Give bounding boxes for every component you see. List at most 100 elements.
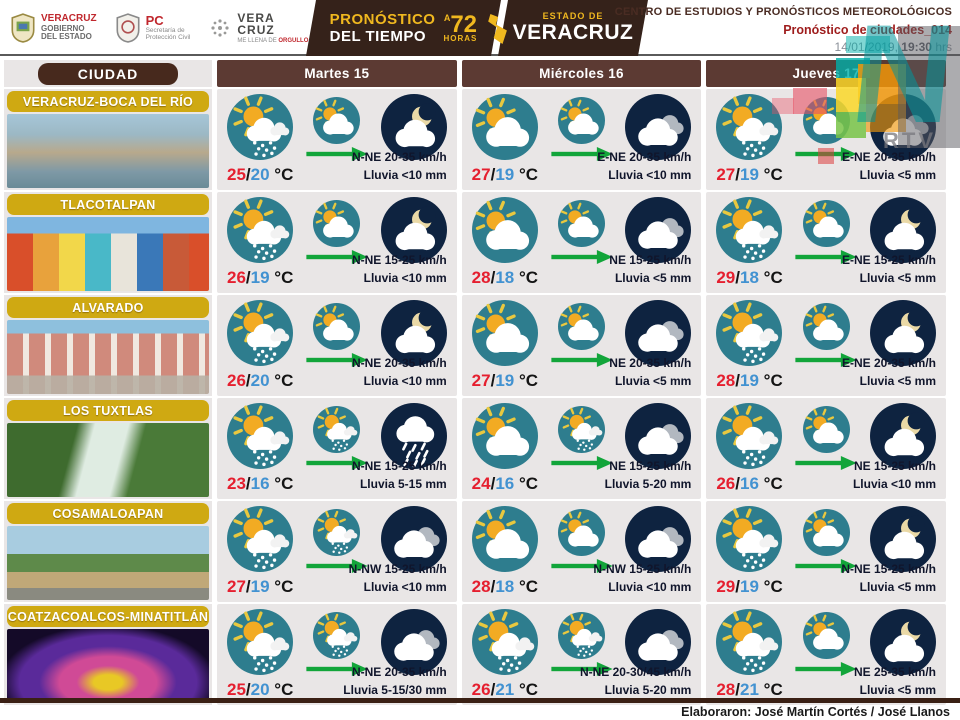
state-banner: ESTADO DE VERACRUZ — [498, 0, 648, 56]
temperature-range: 26/16 °C — [716, 474, 782, 494]
rain-forecast: Lluvia <10 mm — [608, 168, 692, 183]
temp-max: 25 — [227, 680, 246, 699]
day-sun-cloud-rain-icon — [716, 609, 783, 675]
temp-unit: °C — [758, 268, 783, 287]
transition-group — [794, 303, 858, 367]
day-sun-cloud-rain-icon — [227, 403, 293, 469]
icon-group — [716, 403, 936, 470]
temp-min: 16 — [740, 474, 759, 493]
sun-cloud-rain-icon — [313, 612, 361, 659]
wind-rain-block: N-NE 15-25 km/h Lluvia 5-15 mm — [352, 457, 447, 494]
day-sun-cloud-rain-icon — [716, 300, 783, 366]
wind-rain-block: NE 15-25 km/h Lluvia 5-20 mm — [605, 457, 692, 494]
sun-cloud-icon — [802, 612, 850, 659]
forecast-cell: 26/20 °C N-NE 20-35 km/h Lluvia <10 mm — [217, 295, 457, 396]
transition-arrow-icon — [794, 559, 858, 573]
wind-rain-block: N-NE 15-25 km/h Lluvia <5 mm — [841, 560, 936, 597]
transition-arrow-icon — [794, 250, 858, 264]
forecast-row: LOS TUXTLAS 23/16 °C N-NE 15-25 km/h Lluvia… — [4, 398, 947, 499]
temperature-range: 23/16 °C — [227, 474, 293, 494]
temp-min: 16 — [250, 474, 270, 493]
transition-group — [794, 200, 858, 264]
night-clouds-icon — [625, 197, 692, 263]
forecast-info: 28/18 °C N-NW 15-25 km/h Lluvia <10 mm — [472, 562, 692, 597]
transition-arrow-icon — [794, 662, 858, 676]
wind-rain-block: NE 15-25 km/h Lluvia <10 mm — [853, 457, 936, 494]
wind-forecast: N-NW 15-25 km/h — [593, 561, 692, 576]
temp-max: 26 — [227, 371, 246, 390]
city-photo — [7, 114, 209, 188]
icon-group — [716, 506, 936, 573]
sun-cloud-icon — [802, 509, 850, 556]
sun-cloud-rain-icon — [558, 612, 605, 659]
wind-rain-block: NE 25-35 km/h Lluvia <5 mm — [854, 663, 936, 700]
night-clouds-icon — [625, 609, 692, 675]
city-card: COATZACOALCOS-MINATITLÁN — [4, 604, 212, 705]
wind-forecast: E-NE 20-35 km/h — [597, 149, 692, 164]
city-label: TLACOTALPAN — [7, 194, 209, 215]
icon-group — [227, 403, 447, 470]
temp-unit: °C — [758, 165, 783, 184]
sun-cloud-icon — [802, 406, 850, 453]
transition-group — [305, 303, 369, 367]
forecast-info: 28/18 °C NE 15-25 km/h Lluvia <5 mm — [472, 253, 692, 288]
forecast-cell: 29/19 °C N-NE 15-25 km/h Lluvia <5 mm — [706, 501, 947, 602]
temperature-range: 28/18 °C — [472, 577, 538, 597]
forecast-cell: 28/19 °C E-NE 20-35 km/h Lluvia <5 mm — [706, 295, 947, 396]
city-photo — [7, 217, 209, 291]
city-photo — [7, 320, 209, 394]
state-name: VERACRUZ — [512, 20, 634, 44]
temp-unit: °C — [269, 165, 294, 184]
day-sun-cloud-rain-icon — [227, 300, 293, 366]
temperature-range: 27/19 °C — [227, 577, 293, 597]
temperature-range: 27/19 °C — [716, 165, 782, 185]
forecast-cell: 27/19 °C E-NE 20-35 km/h Lluvia <5 mm — [706, 89, 947, 190]
wind-forecast: E-NE 20-35 km/h — [841, 149, 937, 164]
night-clouds-icon — [625, 300, 692, 366]
sun-cloud-rain-icon — [558, 406, 605, 453]
temperature-range: 29/19 °C — [716, 577, 782, 597]
transition-group — [305, 406, 369, 470]
hours-number: 72 — [450, 10, 478, 38]
rain-forecast: Lluvia <5 mm — [614, 374, 692, 389]
temp-separator: / — [490, 268, 496, 287]
icon-group — [471, 197, 692, 264]
forecast-info: 23/16 °C N-NE 15-25 km/h Lluvia 5-15 mm — [227, 459, 447, 494]
temp-max: 29 — [716, 577, 736, 596]
night-moon-cloud-icon — [380, 197, 447, 263]
temp-max: 27 — [227, 577, 246, 596]
rain-forecast: Lluvia <10 mm — [852, 477, 937, 492]
transition-group — [794, 612, 858, 676]
city-photo — [7, 629, 209, 703]
temp-min: 18 — [495, 577, 515, 596]
temp-separator: / — [245, 268, 251, 287]
temp-separator: / — [490, 165, 496, 184]
icon-group — [227, 506, 447, 573]
icon-group — [716, 197, 936, 264]
wind-rain-block: E-NE 20-35 km/h Lluvia <5 mm — [842, 354, 936, 391]
document-title: Pronóstico de ciudades_014 — [783, 22, 952, 37]
rain-forecast: Lluvia 5-15/30 mm — [343, 683, 447, 698]
wind-forecast: N-NE 15-25 km/h — [351, 252, 447, 267]
temperature-range: 28/18 °C — [472, 268, 538, 288]
rosette-icon — [211, 19, 229, 37]
temp-max: 27 — [716, 165, 736, 184]
temp-unit: °C — [269, 680, 294, 699]
transition-group — [305, 612, 369, 676]
temp-max: 28 — [716, 371, 736, 390]
temp-max: 24 — [471, 474, 491, 493]
forecast-cell: 28/18 °C NE 15-25 km/h Lluvia <5 mm — [461, 192, 702, 293]
day-sun-cloud-icon — [471, 94, 538, 160]
transition-group — [305, 97, 369, 161]
day-sun-cloud-rain-icon — [227, 506, 293, 572]
transition-arrow-icon — [794, 456, 858, 470]
forecast-info: 29/19 °C N-NE 15-25 km/h Lluvia <5 mm — [716, 562, 936, 597]
icon-group — [227, 94, 447, 161]
day-sun-cloud-icon — [471, 300, 538, 366]
forecast-info: 27/19 °C E-NE 20-35 km/h Lluvia <5 mm — [716, 150, 936, 185]
rain-forecast: Lluvia 5-20 mm — [604, 683, 692, 698]
icon-group — [471, 609, 692, 676]
day-sun-cloud-rain-icon — [716, 197, 783, 263]
city-label: COSAMALOAPAN — [7, 503, 209, 524]
night-moon-cloud-icon — [870, 403, 936, 469]
